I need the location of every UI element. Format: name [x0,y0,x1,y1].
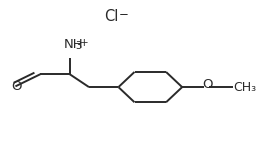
Text: −: − [118,7,128,21]
Text: O: O [11,80,21,93]
Text: Cl: Cl [104,9,118,24]
Text: NH: NH [63,38,83,51]
Text: O: O [203,78,213,91]
Text: 3: 3 [76,41,82,51]
Text: CH₃: CH₃ [233,81,257,94]
Text: +: + [80,38,88,48]
